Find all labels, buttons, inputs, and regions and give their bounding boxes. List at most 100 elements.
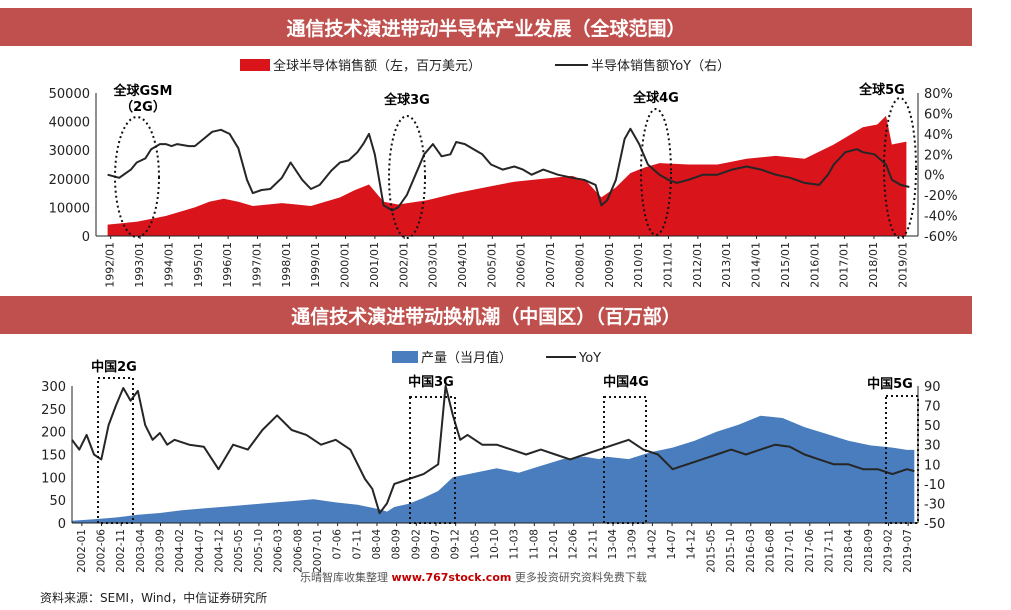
chart1-5g-ellipse <box>883 97 917 239</box>
chart1-right-tick-label: 20% <box>924 148 953 163</box>
chart2-x-tick-label: 2007-01 <box>312 529 324 573</box>
chart2-x-tick-label: 2005-05 <box>233 529 245 573</box>
chart2-x-tick-label: 13-04 <box>607 529 619 560</box>
chart2-x-tick-label: 10-05 <box>469 529 481 560</box>
chart1-x-tick-label: 2000/01 <box>339 242 352 288</box>
chart1-x-tick-label: 1997/01 <box>250 242 263 288</box>
chart2-legend-area-swatch <box>392 351 418 363</box>
chart2-x-tick-label: 2002-06 <box>96 529 108 573</box>
source-note: 资料来源：SEMI，Wind，中信证券研究所 <box>40 591 268 605</box>
chart2-title-banner: 通信技术演进带动换机潮（中国区）（百万部） <box>0 296 972 334</box>
chart2-x-tick-label: 10-10 <box>489 529 501 560</box>
chart1-x-tick-label: 2002/01 <box>397 242 410 288</box>
chart2-area-series <box>72 415 915 523</box>
chart1-x-tick-label: 1994/01 <box>162 242 175 288</box>
chart1-x-tick-label: 2009/01 <box>603 242 616 288</box>
chart1-left-tick-label: 30000 <box>49 144 90 159</box>
chart1-x-tick-label: 2011/01 <box>661 242 674 288</box>
chart2-x-tick-label: 2016-08 <box>764 529 776 573</box>
chart2-x-tick-label: 2015-10 <box>725 529 737 573</box>
chart2-left-tick-label: 150 <box>41 449 66 464</box>
watermark-url: www.767stock.com <box>391 571 512 584</box>
chart2-x-tick-label: 14-07 <box>666 529 678 560</box>
chart2-x-tick-label: 2018-09 <box>863 529 875 573</box>
chart1-right-tick-label: 60% <box>924 107 953 122</box>
chart2-line-series <box>71 385 915 515</box>
chart2-right-tick-label: -30 <box>924 497 945 512</box>
chart1-legend-area-label: 全球半导体销售额（左，百万美元） <box>273 58 481 74</box>
chart1-right-tick-label: -40% <box>924 210 958 225</box>
chart2-x-tick-label: 14-12 <box>686 529 698 560</box>
chart1-x-tick-label: 2017/01 <box>838 242 851 288</box>
chart1-right-tick-label: -60% <box>924 230 958 245</box>
chart1-x-tick-label: 1999/01 <box>309 242 322 288</box>
chart2-left-tick-label: 100 <box>41 471 66 486</box>
watermark-text-a: 乐晴智库收集整理 <box>300 571 388 584</box>
chart2-x-tick-label: 2016-03 <box>745 529 757 573</box>
chart1-left-tick-label: 10000 <box>49 201 90 216</box>
chart2-x-tick-label: 2004-07 <box>194 529 206 573</box>
chart1-x-tick-label: 2016/01 <box>808 242 821 288</box>
chart1-line-path <box>107 127 910 212</box>
chart2-right-tick-label: 50 <box>924 419 941 434</box>
chart2-annotation-5g: 中国5G <box>867 376 913 392</box>
chart2-x-tick-label: 2006-08 <box>292 529 304 573</box>
chart1-right-tick-label: 80% <box>924 87 953 102</box>
chart1-x-tick-label: 2001/01 <box>368 242 381 288</box>
chart1-x-tick-label: 2010/01 <box>632 242 645 288</box>
chart1-x-tick-label: 1992/01 <box>104 242 117 288</box>
chart1-x-tick-label: 1996/01 <box>221 242 234 288</box>
chart1-axes: 0 10000 20000 30000 40000 50000 -60% -40% -20% 0%… <box>49 87 958 288</box>
chart1-x-tick-label: 2007/01 <box>544 242 557 288</box>
chart2-x-tick-label: 11-03 <box>509 529 521 560</box>
chart2-x-tick-label: 2017-06 <box>804 529 816 573</box>
chart2-x-tick-label: 08-09 <box>391 529 403 560</box>
chart1-x-tick-label: 2018/01 <box>867 242 880 288</box>
chart2-x-tick-label: 09-02 <box>410 529 422 560</box>
chart1-4g-ellipse <box>640 108 672 236</box>
chart2-legend-area-label: 产量（当月值） <box>421 350 512 366</box>
chart1-x-tick-label: 2005/01 <box>485 242 498 288</box>
chart2-left-tick-label: 300 <box>41 380 66 395</box>
chart2-x-tick-label: 2002-01 <box>76 529 88 573</box>
chart2-area-path <box>72 415 915 523</box>
chart1-title-banner: 通信技术演进带动半导体产业发展（全球范围） <box>0 8 972 46</box>
chart1-annotation-3g: 全球3G <box>383 92 430 108</box>
chart2-x-tick-label: 07-06 <box>332 529 344 560</box>
chart2-left-tick-label: 200 <box>41 426 66 441</box>
chart1-annotation-5g: 全球5G <box>858 82 905 98</box>
chart1-right-tick-label: 40% <box>924 128 953 143</box>
chart2-title: 通信技术演进带动换机潮（中国区）（百万部） <box>291 305 681 328</box>
chart1-right-tick-label: -20% <box>924 189 958 204</box>
chart1-x-tick-label: 2012/01 <box>691 242 704 288</box>
chart2-right-tick-label: 30 <box>924 439 941 454</box>
chart2-right-tick-label: 90 <box>924 380 941 395</box>
chart2-x-tick-label: 2004-12 <box>214 529 226 573</box>
chart1-right-tick-label: 0% <box>924 169 945 184</box>
chart2-x-tick-label: 2017-01 <box>784 529 796 573</box>
chart1-x-tick-label: 1993/01 <box>133 242 146 288</box>
chart2-x-tick-label: 11-08 <box>528 529 540 560</box>
chart2-left-tick-label: 0 <box>58 517 66 532</box>
chart2-right-tick-label: -50 <box>924 517 945 532</box>
watermark-text-c: 更多投资研究资料免费下载 <box>514 571 647 584</box>
chart2-x-tick-label: 2019-02 <box>882 529 894 573</box>
chart1-x-tick-label: 2013/01 <box>720 242 733 288</box>
chart1-x-tick-label: 2004/01 <box>456 242 469 288</box>
chart2-x-tick-label: 2002-11 <box>115 529 127 573</box>
chart2-5g-box <box>885 395 919 524</box>
chart1-annotation-4g: 全球4G <box>632 90 679 106</box>
chart2-x-tick-label: 2015-05 <box>705 529 717 573</box>
chart2-x-tick-label: 08-04 <box>371 529 383 560</box>
chart2-x-tick-label: 2003-04 <box>135 529 147 573</box>
chart2-annotation-2g: 中国2G <box>91 359 137 375</box>
chart1-annotation-2g: （2G） <box>120 99 166 115</box>
chart2-x-tick-label: 2003-09 <box>155 529 167 573</box>
chart1-annotation-gsm: 全球GSM <box>113 83 173 99</box>
chart2-x-tick-label: 13-09 <box>627 529 639 560</box>
chart2-x-tick-label: 09-12 <box>450 529 462 560</box>
chart2-left-tick-label: 50 <box>49 494 66 509</box>
chart1-left-tick-label: 50000 <box>49 87 90 102</box>
chart1-x-tick-label: 2006/01 <box>515 242 528 288</box>
